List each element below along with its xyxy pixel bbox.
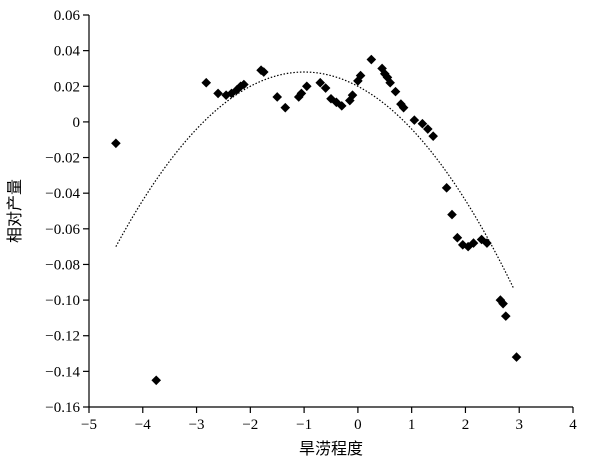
x-tick-label: −1 (296, 417, 312, 433)
data-point (468, 238, 479, 248)
data-point (353, 76, 363, 86)
x-axis-title: 旱涝程度 (299, 439, 363, 458)
data-point (111, 138, 121, 149)
y-tick-label: 0.02 (54, 79, 80, 95)
data-point (457, 240, 468, 250)
x-tick-label: 4 (569, 417, 577, 433)
data-point (409, 115, 420, 125)
y-tick-label: −0.10 (45, 293, 80, 309)
y-axis-title: 相对产量 (5, 179, 24, 243)
y-tick-label: 0 (73, 115, 81, 131)
y-tick-label: −0.04 (45, 186, 80, 202)
y-tick-label: −0.02 (45, 151, 80, 167)
data-point (320, 83, 331, 93)
data-point (500, 311, 511, 321)
x-tick-label: −5 (81, 417, 97, 433)
data-points (111, 54, 522, 386)
data-point (336, 101, 347, 111)
y-tick-label: −0.08 (45, 257, 80, 273)
y-tick-label: 0.06 (54, 8, 81, 24)
trendline (115, 71, 515, 290)
x-tick-label: 3 (515, 417, 523, 433)
x-axis-ticks: −5 −4 −3 −2 −1 0 1 2 3 4 (81, 407, 577, 433)
data-point (272, 92, 283, 102)
data-point (498, 298, 508, 309)
y-axis-ticks: 0.06 0.04 0.02 0 −0.02 −0.04 −0.06 −0.08 −0.10 −0… (45, 8, 89, 416)
data-point (482, 238, 492, 248)
data-point (280, 102, 291, 113)
data-point (239, 79, 249, 90)
data-point (151, 375, 162, 386)
data-point (428, 131, 438, 141)
data-point (495, 295, 506, 305)
x-tick-label: −3 (189, 417, 205, 433)
x-tick-label: −2 (242, 417, 258, 433)
y-tick-label: −0.14 (45, 364, 80, 380)
y-tick-label: −0.06 (45, 222, 80, 238)
data-point (379, 69, 390, 79)
data-point (355, 70, 366, 81)
data-point (366, 54, 377, 65)
data-point (441, 183, 452, 193)
data-point (452, 232, 463, 243)
data-point (296, 88, 307, 99)
plot-area (88, 15, 573, 408)
data-point (423, 124, 433, 134)
data-point (213, 88, 223, 99)
x-tick-label: 2 (462, 417, 470, 433)
data-point (385, 77, 395, 88)
x-tick-label: 0 (354, 417, 362, 433)
y-tick-label: 0.04 (54, 44, 81, 60)
data-point (302, 81, 312, 92)
data-point (390, 86, 401, 97)
data-point (396, 99, 406, 109)
data-point (201, 77, 212, 88)
data-point (398, 102, 409, 113)
data-point (258, 67, 269, 77)
data-point (315, 77, 326, 88)
y-tick-label: −0.12 (45, 329, 80, 345)
x-tick-label: −4 (135, 417, 151, 433)
data-point (235, 81, 246, 92)
data-point (417, 118, 428, 129)
x-tick-label: 1 (408, 417, 416, 433)
data-point (463, 241, 473, 252)
data-point (511, 352, 522, 362)
data-point (347, 90, 358, 100)
data-point (447, 209, 457, 220)
y-tick-label: −0.16 (45, 400, 80, 416)
